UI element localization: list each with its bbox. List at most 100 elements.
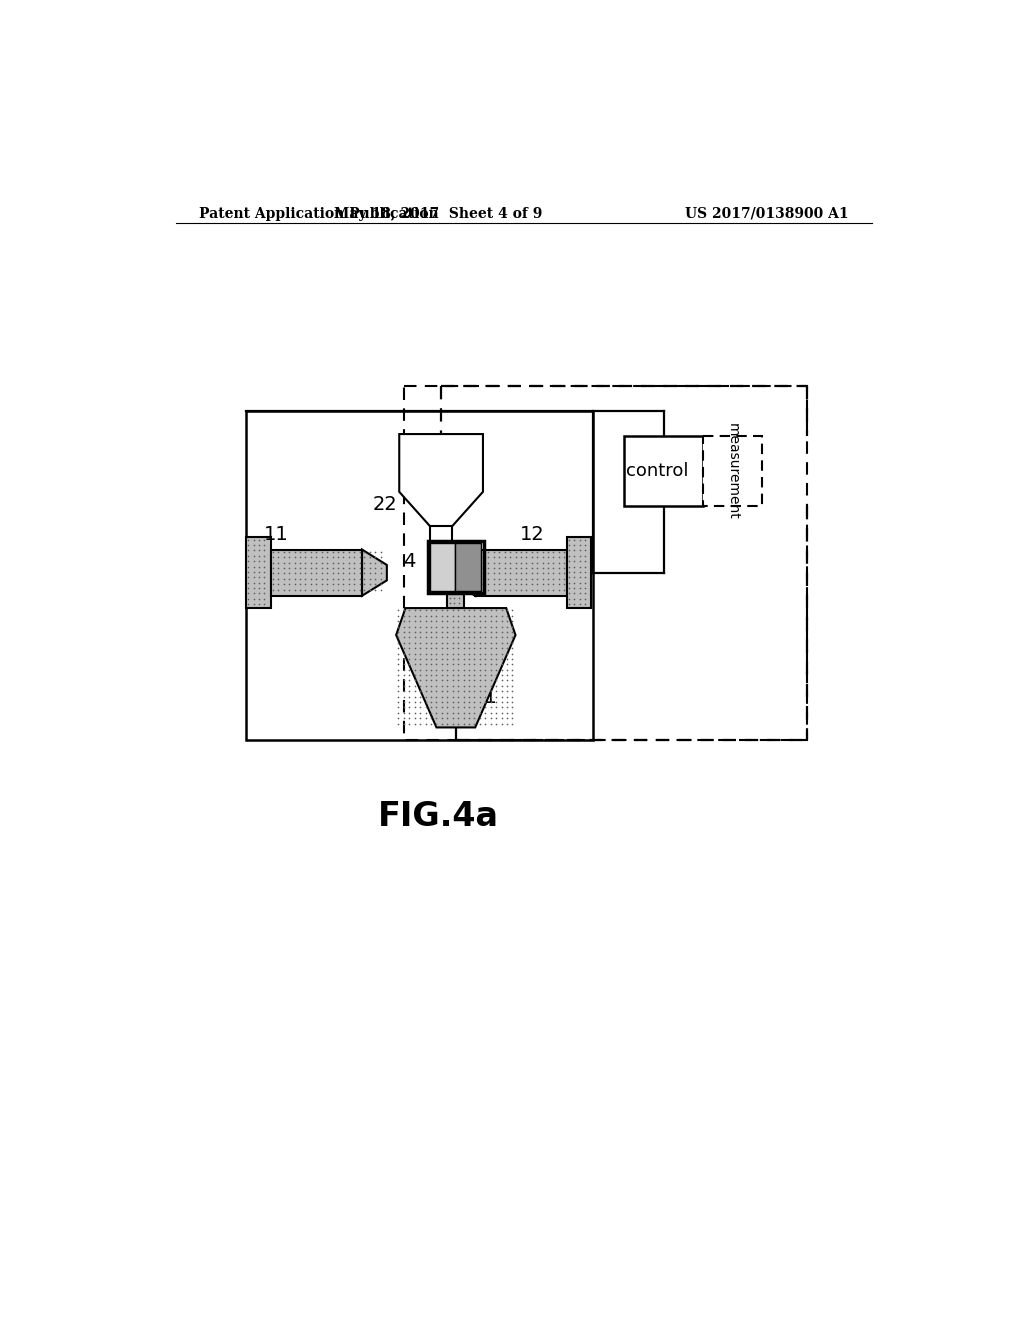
Point (256, 556, 272, 577)
Point (341, 552, 357, 573)
Point (434, 708, 451, 729)
Point (434, 659, 451, 680)
Point (578, 578, 594, 599)
Point (499, 686, 515, 708)
Point (423, 671, 439, 692)
Point (461, 632, 477, 653)
Point (494, 697, 510, 718)
Point (450, 702, 466, 723)
Point (270, 541, 287, 562)
Point (412, 648, 428, 669)
Point (450, 708, 466, 729)
Point (428, 622, 444, 643)
Point (456, 546, 472, 568)
Point (313, 579, 330, 601)
Point (450, 648, 466, 669)
Point (461, 676, 477, 697)
Point (401, 605, 418, 627)
Point (428, 692, 444, 713)
Point (256, 535, 272, 556)
Point (504, 686, 520, 708)
Point (428, 611, 444, 632)
Point (502, 579, 518, 601)
Point (292, 546, 308, 568)
Point (275, 552, 292, 573)
Point (251, 572, 267, 593)
Point (428, 605, 444, 627)
Point (444, 676, 461, 697)
Point (423, 713, 439, 734)
Point (487, 638, 504, 659)
Point (494, 632, 510, 653)
Point (456, 671, 472, 692)
Point (456, 713, 472, 734)
Point (535, 568, 551, 589)
Point (439, 632, 456, 653)
Point (551, 557, 567, 578)
Point (444, 697, 461, 718)
Point (335, 562, 351, 583)
Point (475, 541, 492, 562)
Point (373, 574, 389, 595)
Point (434, 599, 451, 620)
Point (566, 566, 583, 587)
Point (492, 562, 508, 583)
Point (461, 568, 477, 589)
Point (361, 574, 378, 595)
Point (444, 541, 461, 562)
Point (407, 686, 423, 708)
Point (412, 638, 428, 659)
Point (373, 568, 389, 589)
Point (561, 535, 578, 556)
Point (308, 557, 325, 578)
Point (390, 627, 407, 648)
Point (439, 692, 456, 713)
Point (428, 702, 444, 723)
Point (395, 664, 412, 685)
Point (308, 546, 325, 568)
Point (412, 676, 428, 697)
Point (407, 676, 423, 697)
Point (566, 594, 583, 615)
Point (256, 589, 272, 610)
Point (466, 671, 482, 692)
Point (523, 579, 540, 601)
Point (551, 541, 567, 562)
Point (251, 529, 267, 550)
Point (313, 574, 330, 595)
Point (423, 599, 439, 620)
Point (439, 648, 456, 669)
Point (551, 568, 567, 589)
Text: 3: 3 (463, 552, 475, 572)
Point (367, 568, 383, 589)
Point (319, 574, 336, 595)
Point (407, 708, 423, 729)
Point (418, 638, 434, 659)
Point (466, 605, 482, 627)
Point (428, 632, 444, 653)
Point (367, 552, 383, 573)
Point (487, 627, 504, 648)
Point (412, 713, 428, 734)
Point (456, 627, 472, 648)
Point (361, 568, 378, 589)
Point (472, 638, 488, 659)
Point (395, 611, 412, 632)
Point (561, 556, 578, 577)
Point (556, 562, 572, 583)
Point (499, 653, 515, 675)
Point (423, 648, 439, 669)
Point (487, 713, 504, 734)
Point (561, 594, 578, 615)
Point (303, 562, 319, 583)
Point (390, 653, 407, 675)
Point (407, 702, 423, 723)
Point (335, 546, 351, 568)
Point (456, 552, 472, 573)
Point (494, 616, 510, 638)
Point (292, 541, 308, 562)
Point (401, 708, 418, 729)
Point (456, 562, 472, 583)
Point (401, 676, 418, 697)
Point (529, 557, 546, 578)
